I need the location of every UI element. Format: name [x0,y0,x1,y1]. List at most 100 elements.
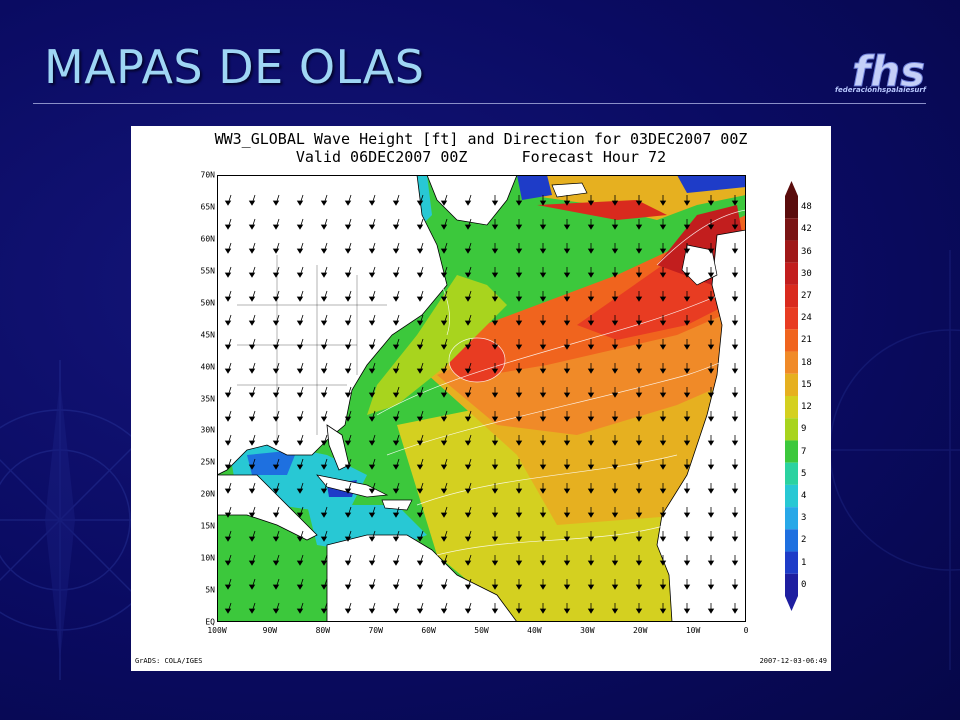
direction-arrowhead [464,296,472,302]
direction-arrowhead [683,416,691,422]
direction-arrowhead [440,560,448,566]
direction-arrowhead [248,296,256,302]
direction-arrowhead [611,584,619,590]
direction-arrowhead [683,392,691,398]
lon-label: 40W [527,626,542,635]
direction-arrowhead [587,488,595,494]
direction-arrowhead [464,536,472,542]
direction-arrowhead [464,560,472,566]
direction-arrowhead [224,536,232,542]
direction-arrowhead [611,344,619,350]
direction-arrowhead [224,200,232,206]
direction-arrowhead [296,416,304,422]
direction-arrowhead [563,488,571,494]
wave-forecast-figure: WW3_GLOBAL Wave Height [ft] and Directio… [131,126,831,671]
direction-arrowhead [707,560,715,566]
direction-arrowhead [296,488,304,494]
direction-arrowhead [611,464,619,470]
lat-label: 5N [205,585,215,595]
direction-arrowhead [416,392,424,398]
direction-arrowhead [272,224,280,230]
direction-arrowhead [587,296,595,302]
lat-label: 30N [200,425,215,435]
lon-label: 20W [632,626,648,635]
direction-arrowhead [707,584,715,590]
direction-arrowhead [515,368,523,374]
direction-arrowhead [539,368,547,374]
direction-arrowhead [515,464,523,470]
direction-arrowhead [587,536,595,542]
direction-arrowhead [368,344,376,350]
direction-arrowhead [635,296,643,302]
direction-arrowhead [659,536,667,542]
direction-arrowhead [464,416,472,422]
colorbar-label: 18 [801,357,812,368]
lat-label: 65N [200,202,215,212]
direction-arrowhead [587,560,595,566]
direction-arrowhead [683,608,691,614]
direction-arrowhead [587,584,595,590]
direction-arrowhead [515,584,523,590]
direction-arrowhead [539,200,547,206]
direction-arrowhead [368,536,376,542]
direction-arrowhead [344,248,352,254]
figure-title-line2: Valid 06DEC2007 00Z Forecast Hour 72 [295,148,667,166]
colorbar-segment [785,218,798,241]
direction-arrowhead [587,200,595,206]
direction-arrowhead [248,248,256,254]
colorbar-segment [785,240,798,263]
direction-arrowhead [272,464,280,470]
direction-arrowhead [659,512,667,518]
direction-arrowhead [368,368,376,374]
fhs-logo: fhs [852,47,926,97]
direction-arrowhead [344,608,352,614]
direction-arrowhead [539,416,547,422]
direction-arrowhead [368,200,376,206]
direction-arrowhead [248,488,256,494]
direction-arrowhead [368,440,376,446]
direction-arrowhead [248,224,256,230]
direction-arrowhead [611,488,619,494]
direction-arrowhead [224,584,232,590]
direction-arrowhead [731,512,739,518]
direction-arrowhead [296,224,304,230]
direction-arrowhead [731,224,739,230]
direction-arrowhead [272,440,280,446]
direction-arrowhead [635,368,643,374]
direction-arrowhead [659,416,667,422]
direction-arrowhead [272,512,280,518]
direction-arrowhead [272,560,280,566]
direction-arrowhead [248,392,256,398]
direction-arrowhead [563,248,571,254]
direction-arrowhead [344,200,352,206]
direction-arrowhead [272,272,280,278]
direction-arrowhead [416,608,424,614]
direction-arrowhead [683,224,691,230]
direction-arrowhead [539,560,547,566]
direction-arrowhead [416,512,424,518]
direction-arrowhead [659,440,667,446]
direction-arrowhead [368,488,376,494]
colorbar-segment [785,573,798,596]
direction-arrowhead [224,344,232,350]
direction-arrowhead [248,560,256,566]
direction-arrowhead [731,392,739,398]
direction-arrowhead [707,512,715,518]
direction-arrowhead [683,320,691,326]
direction-arrowhead [416,344,424,350]
direction-arrowhead [731,320,739,326]
direction-arrowhead [368,608,376,614]
direction-arrowhead [707,344,715,350]
direction-arrowhead [224,296,232,302]
direction-arrowhead [635,608,643,614]
direction-arrowhead [440,272,448,278]
direction-arrowhead [296,368,304,374]
direction-arrowhead [587,344,595,350]
direction-arrowhead [224,392,232,398]
direction-arrowhead [611,392,619,398]
direction-arrowhead [320,584,328,590]
direction-arrowhead [491,392,499,398]
direction-arrowhead [464,440,472,446]
direction-arrowhead [635,440,643,446]
logo-wordmark: fhs [852,47,925,96]
